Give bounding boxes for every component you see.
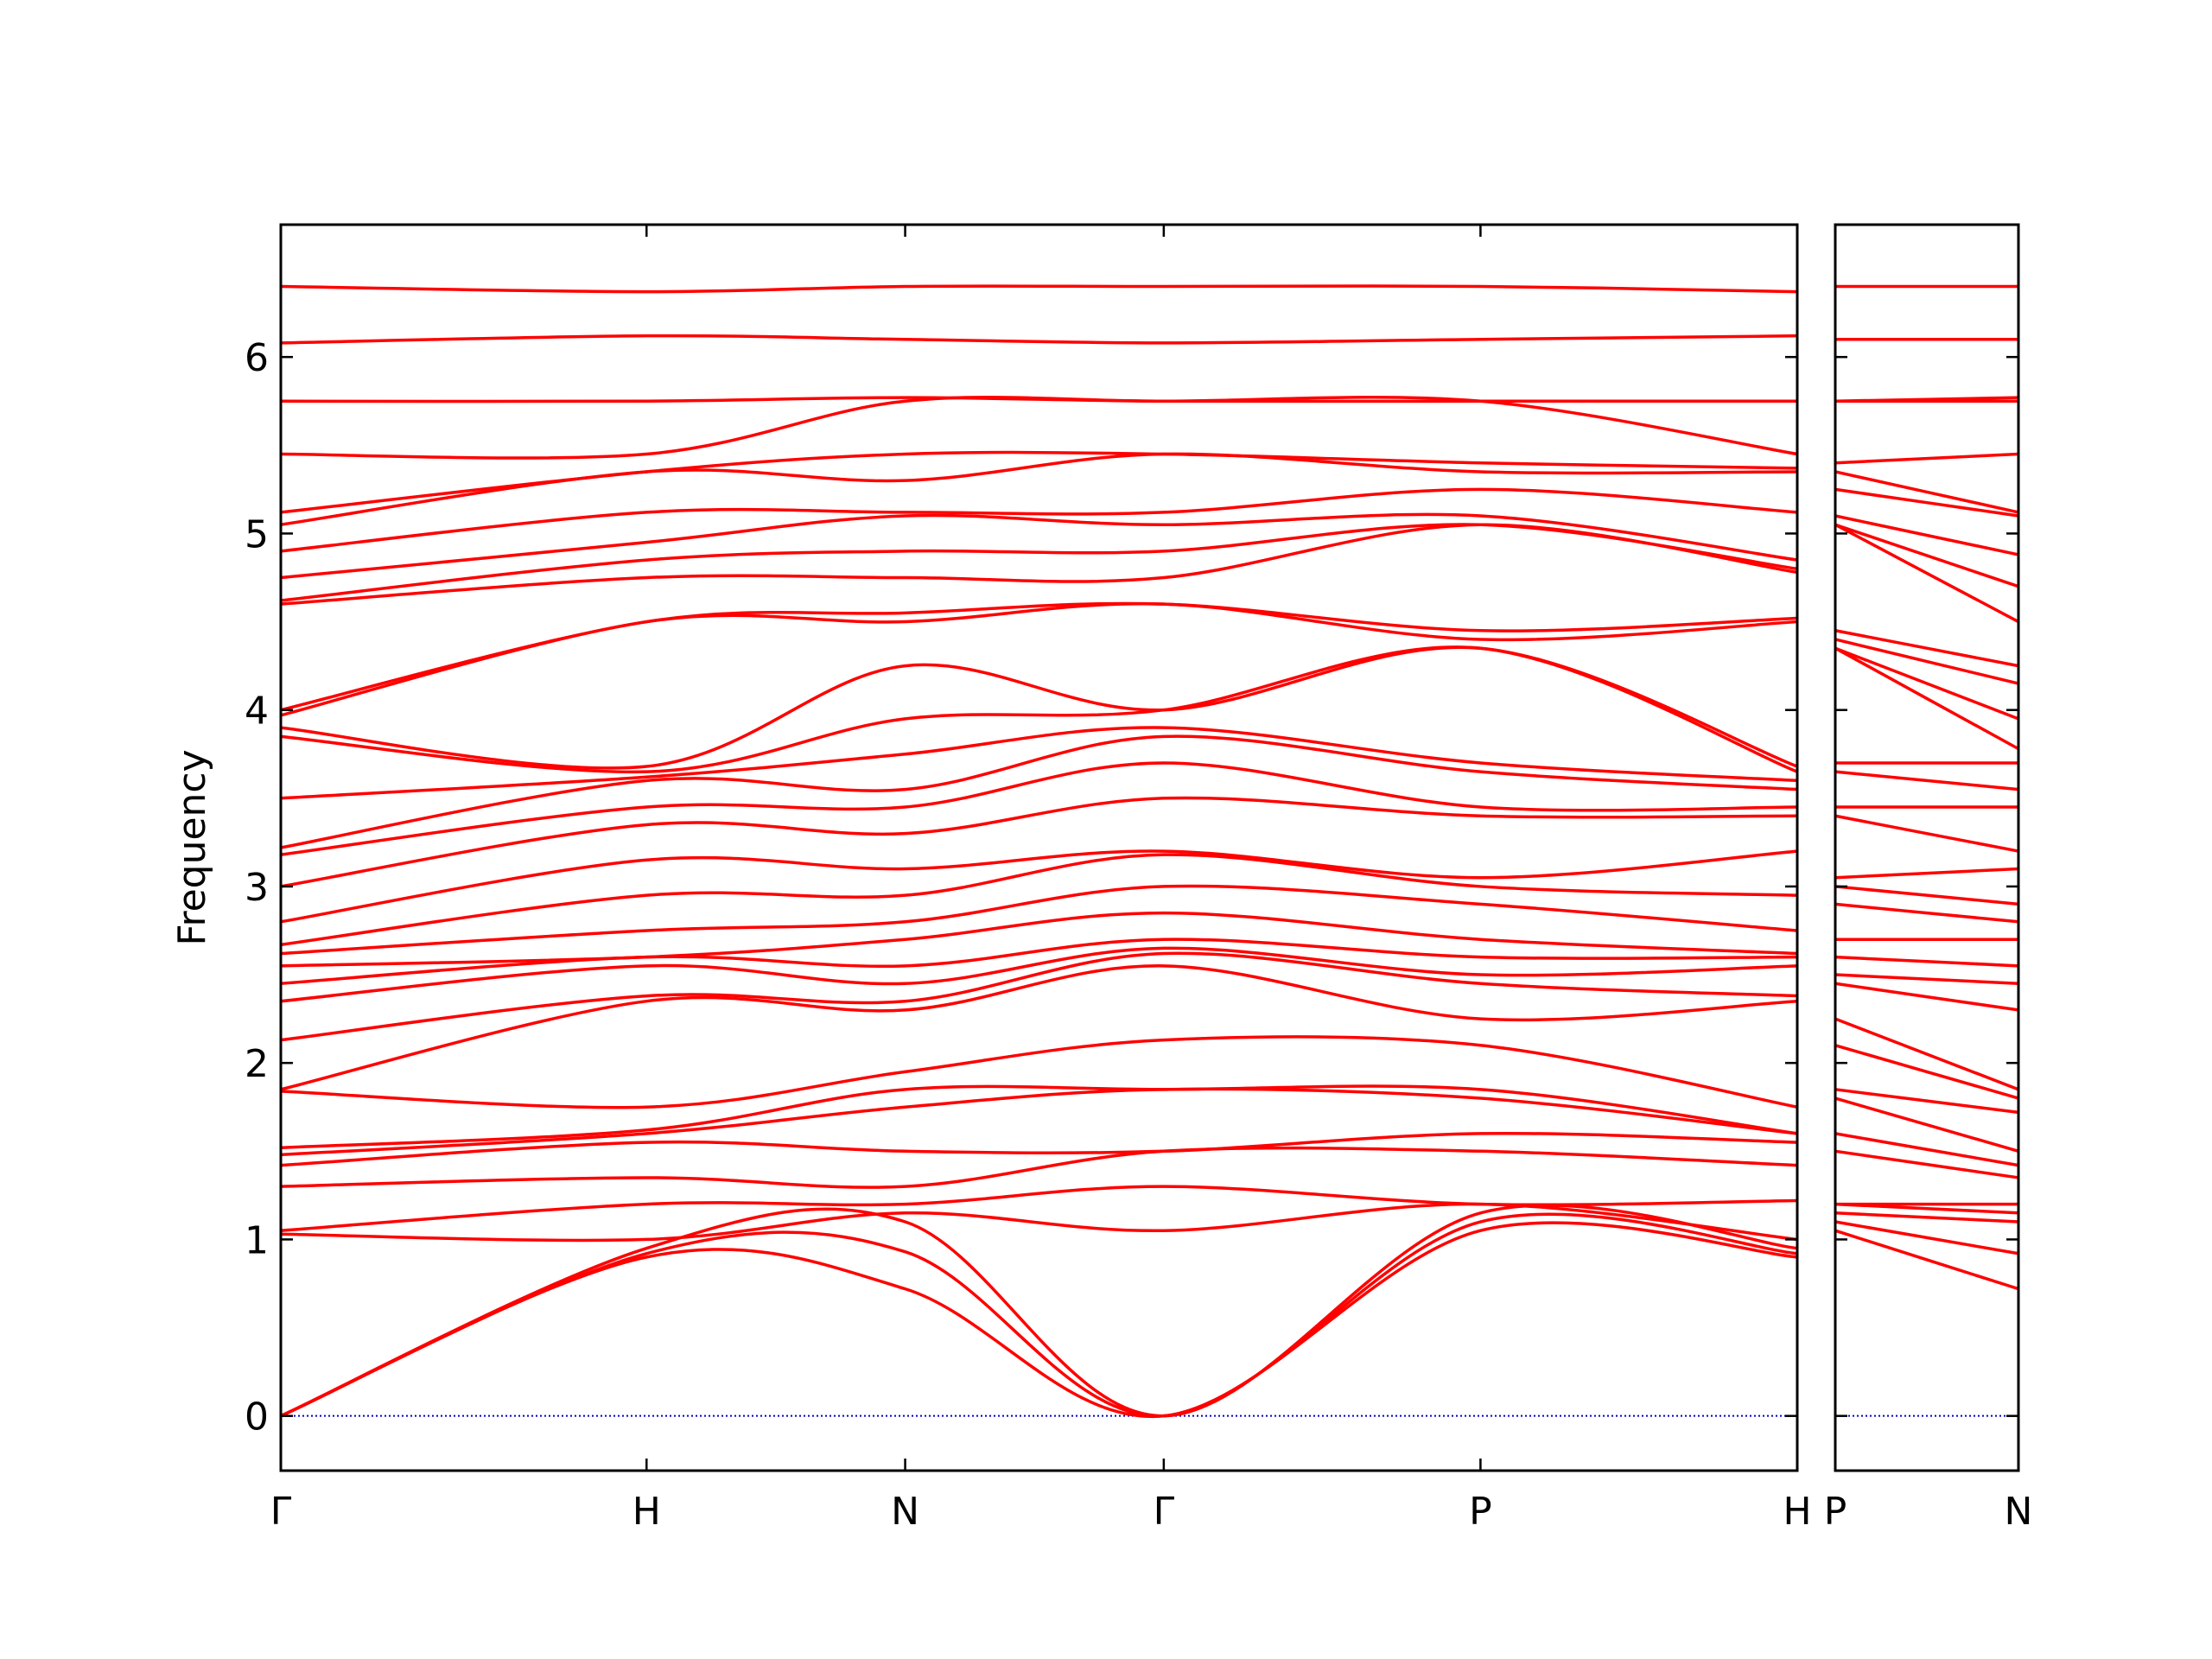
band bbox=[1834, 902, 2019, 924]
band bbox=[1834, 973, 2019, 986]
x-tick-label: P bbox=[1469, 1490, 1492, 1534]
band bbox=[1834, 955, 2019, 968]
band bbox=[280, 1202, 1798, 1243]
band bbox=[1834, 638, 2019, 685]
band bbox=[280, 849, 1798, 924]
band bbox=[1834, 1220, 2019, 1255]
band bbox=[1834, 470, 2019, 514]
band bbox=[1834, 1017, 2019, 1091]
band bbox=[280, 1185, 1798, 1232]
y-tick-label: 0 bbox=[245, 1395, 269, 1440]
y-tick-label: 6 bbox=[245, 336, 269, 380]
band bbox=[1834, 1229, 2019, 1291]
band bbox=[1834, 1096, 2019, 1153]
band bbox=[280, 334, 1798, 345]
band bbox=[1834, 1044, 2019, 1100]
y-tick-label: 1 bbox=[245, 1218, 269, 1262]
plot-frame bbox=[1834, 223, 2020, 1472]
band bbox=[280, 951, 1798, 1042]
band bbox=[280, 523, 1798, 602]
band bbox=[280, 796, 1798, 888]
band bbox=[280, 734, 1798, 849]
band bbox=[280, 1146, 1798, 1189]
y-tick-label: 2 bbox=[245, 1042, 269, 1086]
band bbox=[1834, 646, 2019, 721]
band bbox=[1834, 885, 2019, 906]
band bbox=[280, 523, 1798, 606]
band bbox=[280, 601, 1798, 712]
band bbox=[280, 284, 1798, 294]
x-tick-label: Γ bbox=[270, 1490, 292, 1534]
band bbox=[280, 884, 1798, 956]
x-tick-label: N bbox=[2005, 1490, 2033, 1534]
band bbox=[1834, 1211, 2019, 1224]
y-tick-label: 4 bbox=[245, 690, 269, 734]
band bbox=[280, 487, 1798, 553]
band bbox=[280, 1035, 1798, 1109]
x-tick-label: P bbox=[1824, 1490, 1847, 1534]
band bbox=[280, 450, 1798, 514]
band bbox=[280, 911, 1798, 968]
band bbox=[1834, 523, 2019, 588]
band bbox=[280, 726, 1798, 800]
band bbox=[1834, 1088, 2019, 1115]
y-tick-label: 5 bbox=[245, 512, 269, 556]
band bbox=[1834, 646, 2019, 751]
band bbox=[1834, 770, 2019, 791]
x-tick-label: H bbox=[1783, 1490, 1811, 1534]
band bbox=[280, 396, 1797, 404]
band bbox=[280, 1087, 1798, 1157]
y-tick-label: 3 bbox=[245, 866, 269, 910]
y-axis-label: Frequency bbox=[170, 749, 214, 945]
band bbox=[280, 1221, 1798, 1419]
band bbox=[280, 1204, 1798, 1418]
band bbox=[280, 645, 1798, 770]
x-tick-label: N bbox=[891, 1490, 919, 1534]
band bbox=[1834, 514, 2019, 556]
band bbox=[1834, 523, 2019, 624]
band bbox=[280, 395, 1798, 460]
band bbox=[280, 602, 1798, 717]
band bbox=[1834, 1149, 2019, 1179]
x-tick-label: H bbox=[632, 1490, 661, 1534]
band bbox=[280, 964, 1798, 1091]
band bbox=[280, 853, 1798, 947]
band bbox=[280, 946, 1798, 1003]
band bbox=[280, 512, 1798, 580]
band bbox=[280, 645, 1798, 774]
band bbox=[1834, 814, 2019, 853]
band bbox=[280, 761, 1798, 856]
plot-frame bbox=[279, 223, 1799, 1472]
band bbox=[280, 1084, 1798, 1149]
band bbox=[1834, 867, 2019, 880]
band bbox=[1834, 396, 2019, 403]
band bbox=[1834, 982, 2019, 1012]
x-tick-label: Γ bbox=[1154, 1490, 1175, 1534]
band bbox=[280, 1212, 1798, 1418]
band bbox=[280, 1131, 1798, 1167]
band bbox=[1834, 487, 2019, 518]
band bbox=[1834, 1132, 2019, 1167]
band bbox=[1834, 629, 2019, 668]
band bbox=[1834, 452, 2019, 465]
